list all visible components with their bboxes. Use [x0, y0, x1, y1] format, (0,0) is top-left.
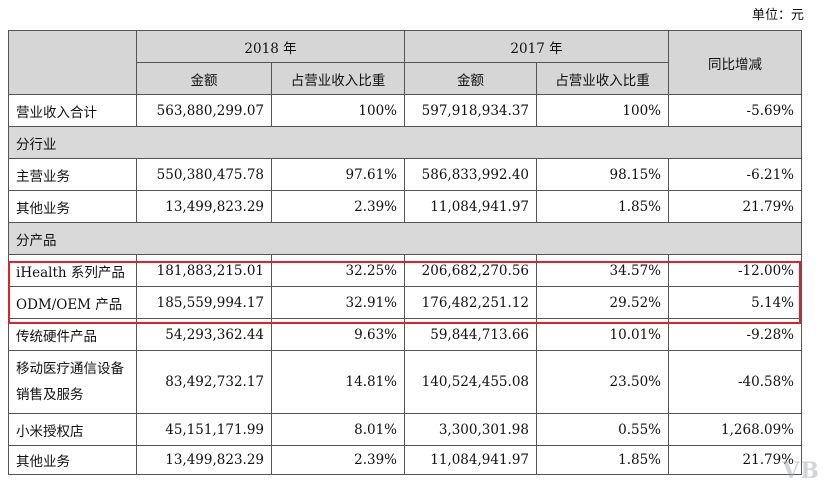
header-year-2018: 2018 年 [136, 30, 405, 63]
amount-2018: 181,883,215.01 [136, 254, 272, 287]
header-ratio-2018: 占营业收入比重 [271, 62, 405, 95]
ratio-2018: 8.01% [271, 413, 405, 446]
yoy-change: -40.58% [668, 350, 802, 414]
row-label: 其他业务 [8, 445, 137, 475]
amount-2017: 11,084,941.97 [404, 190, 537, 223]
amount-2017: 140,524,455.08 [404, 350, 537, 414]
ratio-2018: 97.61% [271, 158, 405, 191]
amount-2018: 54,293,362.44 [136, 318, 272, 351]
ratio-2017: 10.01% [536, 318, 669, 351]
ratio-2018: 32.25% [271, 254, 405, 287]
ratio-2018: 9.63% [271, 318, 405, 351]
table-row: 其他业务 13,499,823.29 2.39% 11,084,941.97 1… [8, 445, 802, 475]
amount-2017: 586,833,992.40 [404, 158, 537, 191]
amount-2018: 13,499,823.29 [136, 190, 272, 223]
amount-2017: 176,482,251.12 [404, 286, 537, 319]
watermark-logo: VB [782, 458, 820, 484]
amount-2017: 11,084,941.97 [404, 445, 537, 475]
amount-2018: 563,880,299.07 [136, 94, 272, 127]
table-row: 传统硬件产品 54,293,362.44 9.63% 59,844,713.66… [8, 318, 802, 351]
ratio-2017: 100% [536, 94, 669, 127]
ratio-2017: 98.15% [536, 158, 669, 191]
yoy-change: 1,268.09% [668, 413, 802, 446]
ratio-2017: 29.52% [536, 286, 669, 319]
table-row: 其他业务 13,499,823.29 2.39% 11,084,941.97 1… [8, 190, 802, 223]
row-label: ODM/OEM 产品 [8, 286, 137, 319]
revenue-table: 2018 年 2017 年 同比增减 金额 占营业收入比重 金额 占营业收入比重… [8, 30, 802, 475]
amount-2018: 45,151,171.99 [136, 413, 272, 446]
amount-2017: 3,300,301.98 [404, 413, 537, 446]
row-label: 小米授权店 [8, 413, 137, 446]
header-blank-cell [8, 30, 137, 95]
ratio-2018: 14.81% [271, 350, 405, 414]
yoy-change: 21.79% [668, 190, 802, 223]
amount-2018: 83,492,732.17 [136, 350, 272, 414]
ratio-2018: 2.39% [271, 445, 405, 475]
header-year-2017: 2017 年 [404, 30, 669, 63]
yoy-change: 5.14% [668, 286, 802, 319]
ratio-2018: 32.91% [271, 286, 405, 319]
yoy-change: -9.28% [668, 318, 802, 351]
header-row-columns: 金额 占营业收入比重 金额 占营业收入比重 [9, 62, 802, 95]
table-row: iHealth 系列产品 181,883,215.01 32.25% 206,6… [8, 254, 802, 287]
header-ratio-2017: 占营业收入比重 [536, 62, 669, 95]
section-row-industry: 分行业 [8, 126, 802, 159]
yoy-change: -5.69% [668, 94, 802, 127]
ratio-2018: 100% [271, 94, 405, 127]
row-label: 移动医疗通信设备销售及服务 [8, 350, 137, 414]
amount-2017: 206,682,270.56 [404, 254, 537, 287]
row-label: 主营业务 [8, 158, 137, 191]
ratio-2017: 1.85% [536, 190, 669, 223]
header-yoy-change: 同比增减 [668, 30, 802, 95]
unit-label: 单位：元 [751, 8, 804, 23]
table-row: 小米授权店 45,151,171.99 8.01% 3,300,301.98 0… [8, 413, 802, 446]
ratio-2017: 0.55% [536, 413, 669, 446]
header-amount-2017: 金额 [404, 62, 537, 95]
yoy-change: 21.79% [668, 445, 802, 475]
row-label: 其他业务 [8, 190, 137, 223]
header-row-years: 2018 年 2017 年 同比增减 [8, 30, 802, 95]
amount-2017: 597,918,934.37 [404, 94, 537, 127]
amount-2018: 550,380,475.78 [136, 158, 272, 191]
amount-2018: 13,499,823.29 [136, 445, 272, 475]
yoy-change: -12.00% [668, 254, 802, 287]
amount-2017: 59,844,713.66 [404, 318, 537, 351]
section-row-product: 分产品 [8, 222, 802, 255]
ratio-2017: 23.50% [536, 350, 669, 414]
row-label: 营业收入合计 [8, 94, 137, 127]
table-row-total: 营业收入合计 563,880,299.07 100% 597,918,934.3… [8, 94, 802, 127]
yoy-change: -6.21% [668, 158, 802, 191]
ratio-2017: 1.85% [536, 445, 669, 475]
section-title-industry: 分行业 [8, 126, 802, 159]
header-amount-2018: 金额 [136, 62, 272, 95]
ratio-2017: 34.57% [536, 254, 669, 287]
section-title-product: 分产品 [8, 222, 802, 255]
table-row: 主营业务 550,380,475.78 97.61% 586,833,992.4… [8, 158, 802, 191]
table-row: ODM/OEM 产品 185,559,994.17 32.91% 176,482… [8, 286, 802, 319]
ratio-2018: 2.39% [271, 190, 405, 223]
row-label: iHealth 系列产品 [8, 254, 137, 287]
row-label: 传统硬件产品 [8, 318, 137, 351]
amount-2018: 185,559,994.17 [136, 286, 272, 319]
table-row: 移动医疗通信设备销售及服务 83,492,732.17 14.81% 140,5… [8, 350, 802, 414]
